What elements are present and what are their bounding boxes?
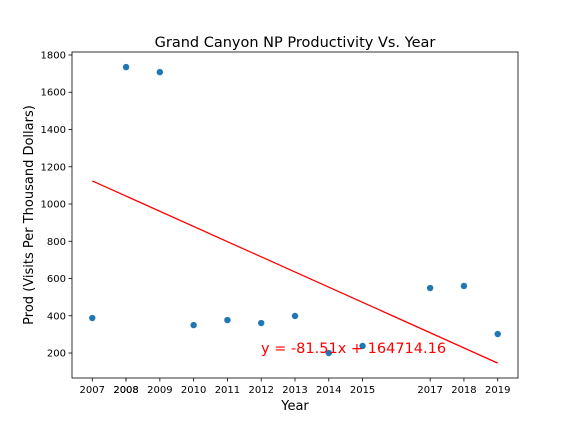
y-tick-label: 1400: [41, 125, 66, 136]
y-tick-label: 1600: [41, 88, 66, 99]
x-tick-label: 2018: [451, 385, 476, 396]
x-tick-label: 2017: [417, 385, 442, 396]
x-tick-label: 2008: [113, 385, 138, 396]
x-tick-label: 2008: [113, 385, 138, 396]
x-tick-label: 2019: [485, 385, 510, 396]
point: [122, 63, 130, 71]
x-tick-label: 2010: [181, 385, 206, 396]
y-tick-label: 1000: [41, 200, 66, 211]
point: [190, 321, 197, 329]
y-tick-label: 600: [47, 274, 66, 285]
fit-line: [92, 180, 498, 364]
x-tick-label: 2014: [316, 385, 341, 396]
point: [224, 316, 231, 324]
x-tick-label: 2011: [215, 385, 240, 396]
point: [426, 284, 434, 292]
y-tick-label: 200: [47, 349, 66, 360]
x-tick-label: 2015: [350, 385, 375, 396]
point: [89, 314, 96, 322]
y-tick-label: 400: [47, 311, 66, 322]
y-axis-label: Prod (Visits Per Thousand Dollars): [22, 105, 37, 325]
x-axis-label: Year: [280, 399, 309, 414]
x-tick-label: 2007: [80, 385, 105, 396]
chart-title: Grand Canyon NP Productivity Vs. Year: [155, 35, 436, 51]
x-tick-label: 2009: [147, 385, 172, 396]
point: [258, 319, 265, 327]
y-tick-label: 800: [47, 237, 66, 248]
x-tick-label: 2013: [282, 385, 307, 396]
plot-frame: [71, 51, 519, 379]
annotation: y = -81.51x + 164714.16: [261, 341, 446, 357]
point: [359, 342, 366, 350]
x-tick-label: 2012: [248, 385, 273, 396]
point: [156, 68, 164, 76]
point: [291, 312, 299, 320]
y-tick-label: 1200: [41, 162, 66, 173]
point: [494, 330, 501, 338]
point: [460, 282, 468, 290]
point: [325, 349, 332, 357]
y-tick-label: 1800: [41, 50, 66, 61]
